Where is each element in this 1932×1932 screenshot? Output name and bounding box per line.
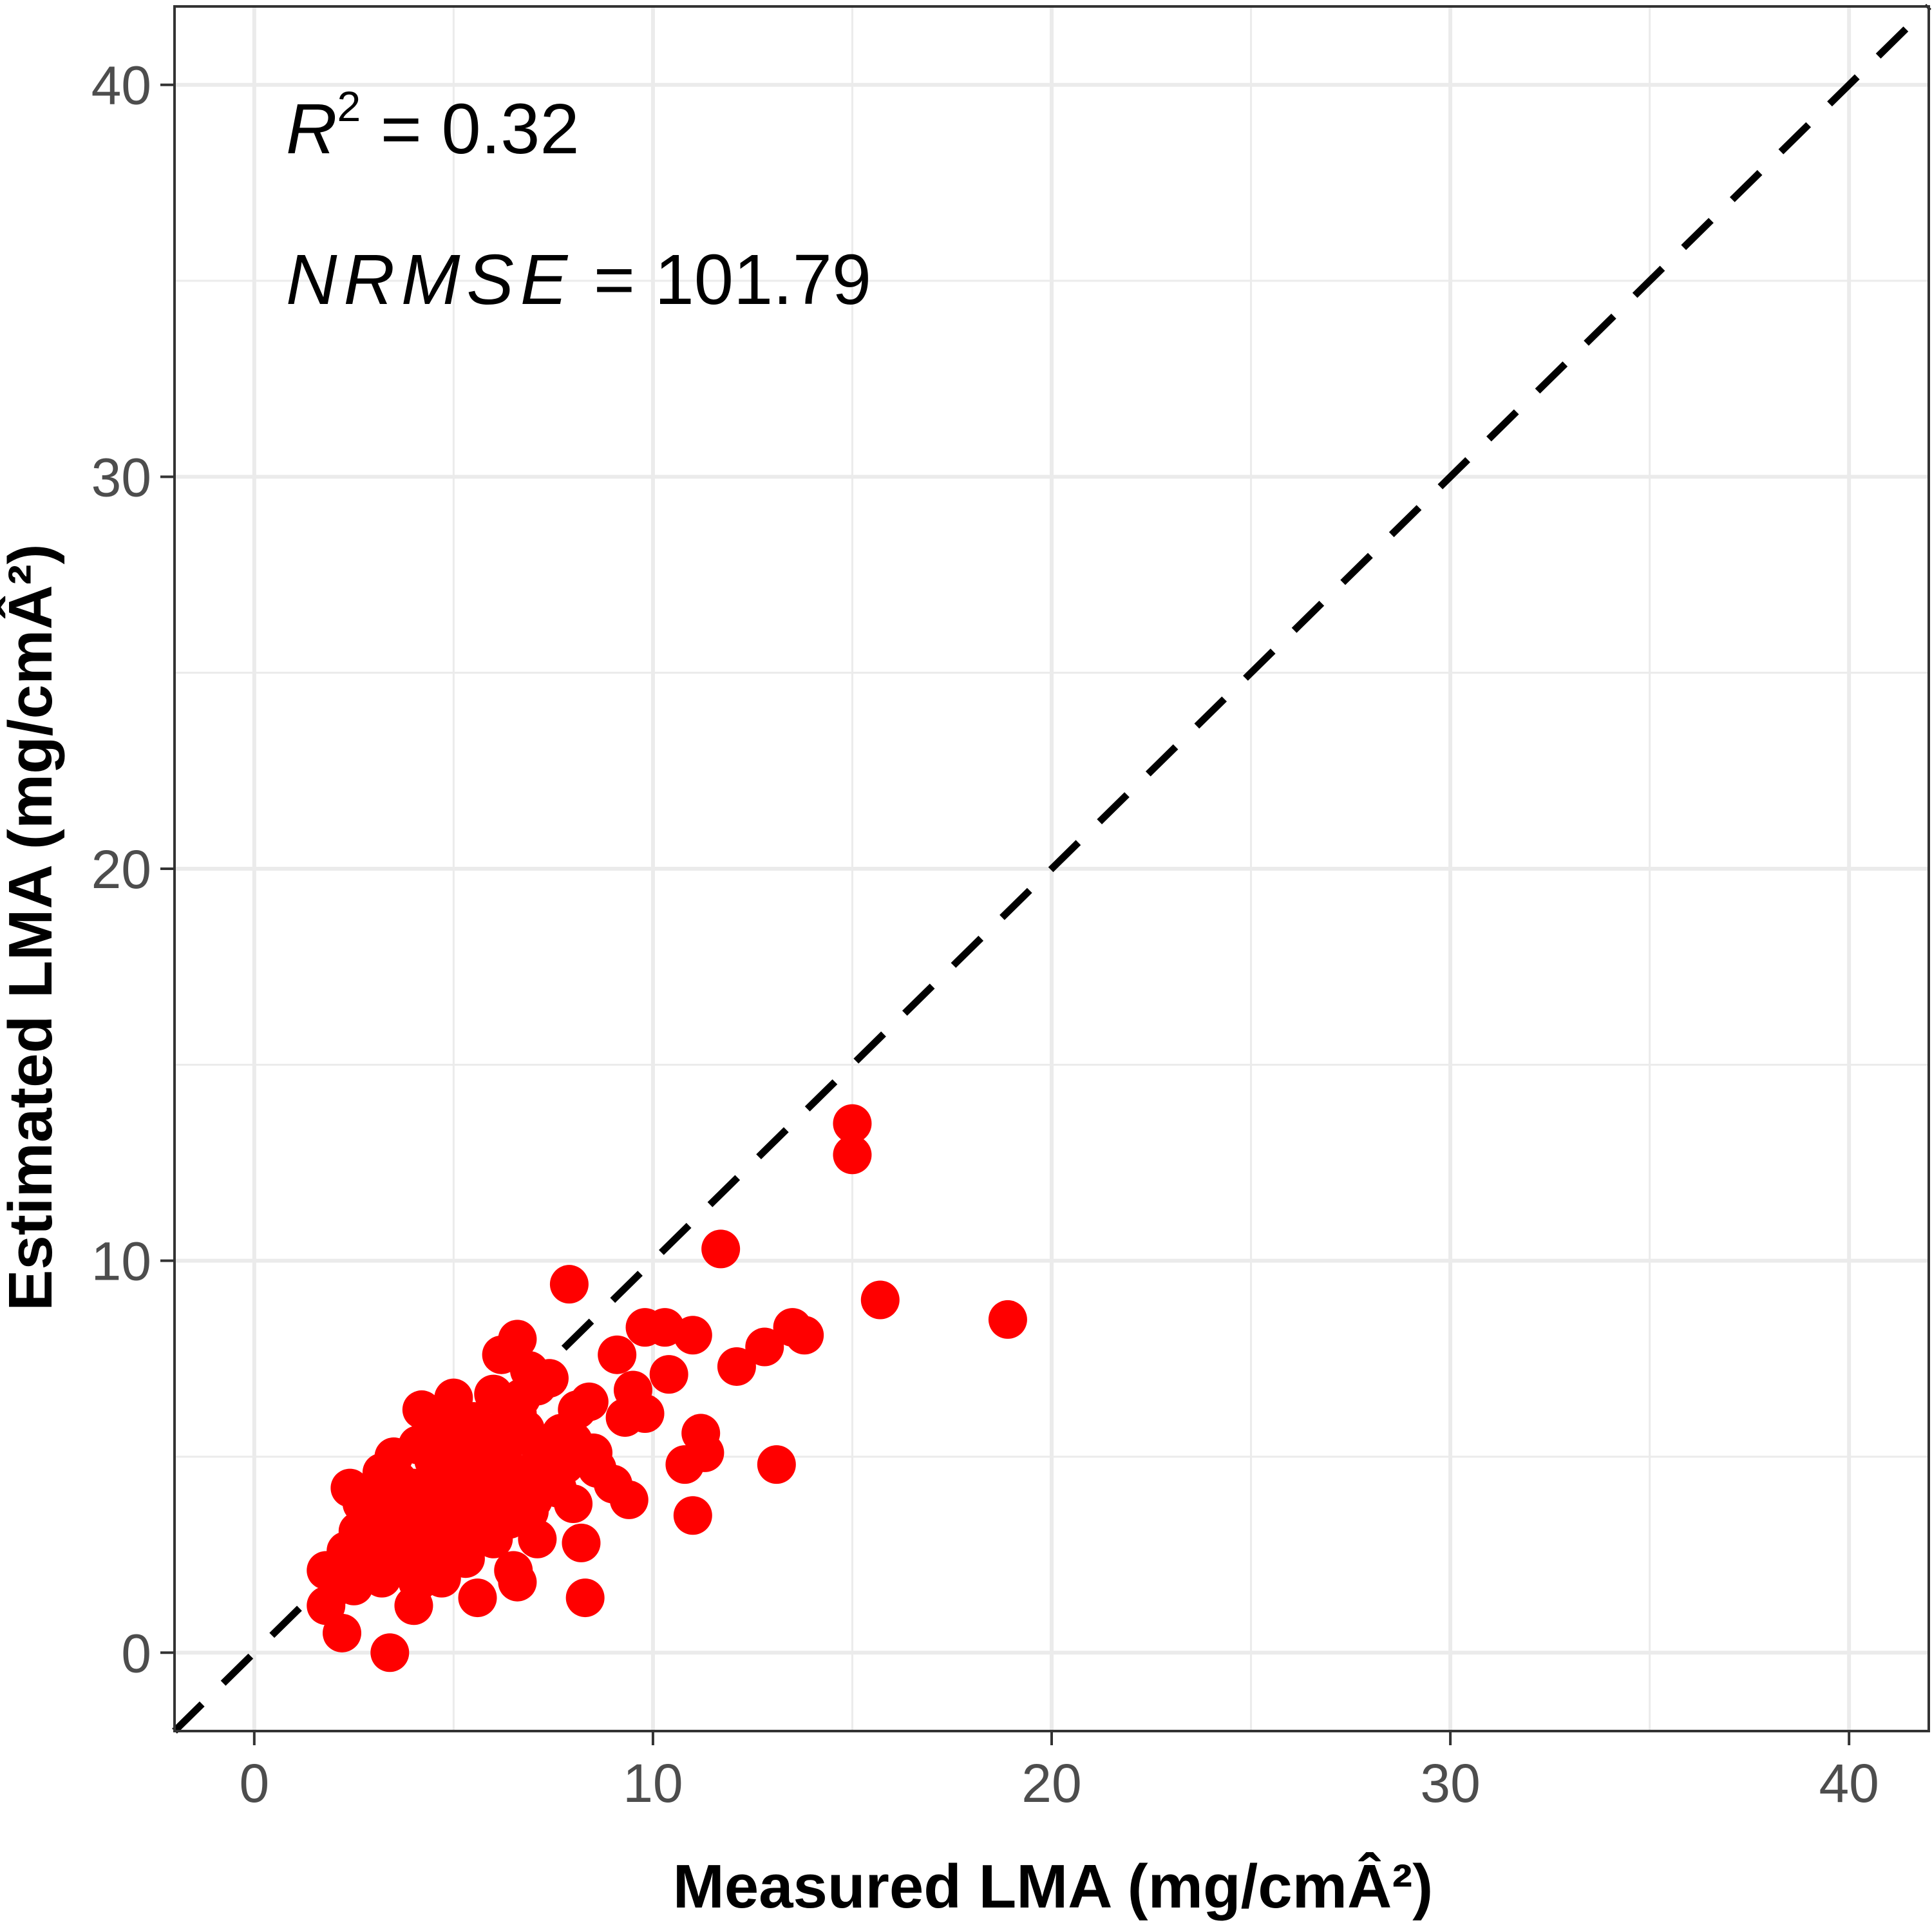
data-point [509,1492,549,1531]
nrmse-annotation: NRMSE = 101.79 [286,240,871,319]
data-point [434,1492,473,1531]
r2-annotation: R2 = 0.32 [286,82,580,169]
data-point [860,1280,900,1320]
data-point [988,1300,1027,1339]
data-point [649,1355,688,1394]
data-point [745,1327,784,1367]
data-point [538,1468,577,1508]
x-tick-label: 30 [1420,1753,1480,1814]
data-point [378,1461,417,1500]
data-point [494,1551,533,1590]
data-point [518,1367,557,1406]
x-tick-label: 40 [1819,1753,1879,1814]
nrmse-value: = 101.79 [574,240,871,319]
data-point [522,1437,561,1476]
y-tick-label: 40 [91,55,151,116]
x-axis-title: Measured LMA (mg/cmÂ²) [673,1852,1434,1921]
y-axis-title: Estimated LMA (mg/cmÂ²) [0,544,65,1311]
data-point [598,1335,637,1374]
data-point [554,1421,593,1461]
data-point [673,1316,712,1355]
y-tick-label: 10 [91,1231,151,1292]
data-point [466,1464,505,1504]
nrmse-symbol: NRMSE [286,240,574,319]
data-point [410,1417,450,1457]
points-layer [307,1104,1027,1672]
data-point [398,1562,437,1602]
data-point [474,1519,513,1558]
data-point [673,1496,712,1535]
data-point [785,1316,824,1355]
data-point [318,1566,357,1605]
data-point [370,1633,410,1672]
y-tick-label: 30 [91,447,151,507]
data-point [549,1265,589,1304]
data-point [625,1308,665,1347]
data-point [833,1104,872,1143]
r2-exponent: 2 [337,82,361,130]
data-point [558,1390,597,1429]
data-point [701,1229,741,1269]
x-tick-label: 20 [1021,1753,1081,1814]
r2-value: = 0.32 [361,90,579,169]
data-point [717,1347,756,1386]
data-point [833,1135,872,1175]
data-point [498,1394,537,1434]
ticks-layer: 0 10 20 30 40 0 10 20 30 40 [91,55,1879,1814]
data-point [565,1578,605,1618]
x-tick-label: 10 [623,1753,683,1814]
data-point [442,1402,481,1441]
x-tick-label: 0 [239,1753,269,1814]
data-point [562,1523,601,1562]
data-point [346,1496,386,1535]
grid-layer [175,6,1929,1731]
y-tick-label: 20 [91,839,151,900]
r2-symbol: R [286,90,337,169]
data-point [609,1480,649,1519]
data-point [757,1445,796,1484]
data-point [665,1445,705,1484]
y-tick-label: 0 [121,1623,151,1683]
data-point [578,1449,617,1488]
data-point [458,1578,497,1618]
data-point [625,1394,665,1434]
annotations: R2 = 0.32 NRMSE = 101.79 [286,82,871,319]
